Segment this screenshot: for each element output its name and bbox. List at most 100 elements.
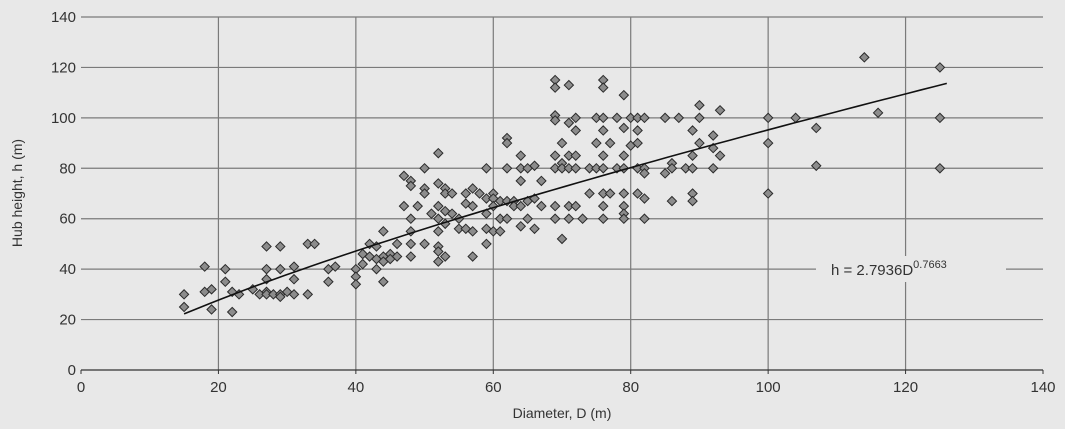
data-point: [206, 284, 217, 295]
data-point: [481, 162, 492, 174]
grid-layer: [81, 16, 1043, 370]
data-point: [597, 213, 609, 225]
data-point: [371, 263, 382, 275]
data-point: [515, 150, 527, 161]
data-point: [460, 188, 472, 199]
data-point: [426, 208, 437, 219]
data-point: [364, 251, 375, 262]
data-point: [556, 137, 568, 149]
data-point: [632, 112, 643, 124]
data-point: [549, 162, 561, 174]
data-point: [597, 188, 609, 199]
data-point: [618, 188, 630, 199]
data-point: [762, 188, 774, 199]
data-point: [591, 137, 602, 149]
data-point: [398, 170, 410, 182]
data-point: [694, 137, 705, 149]
data-point: [549, 82, 561, 93]
data-point: [288, 273, 300, 285]
data-point: [274, 263, 286, 275]
data-point: [577, 213, 588, 225]
data-point: [226, 306, 238, 318]
data-point: [934, 162, 946, 174]
data-point: [694, 99, 705, 111]
x-tick-label: 120: [893, 379, 918, 396]
data-point: [529, 160, 540, 172]
data-point: [687, 150, 698, 161]
data-point: [378, 226, 389, 237]
data-point: [549, 200, 561, 212]
data-point: [261, 289, 272, 300]
x-tick-label: 80: [622, 379, 639, 396]
data-point: [219, 276, 231, 288]
data-point: [632, 125, 643, 136]
data-point: [501, 213, 513, 225]
data-point: [639, 213, 650, 225]
data-point: [460, 198, 472, 209]
data-point: [687, 195, 698, 207]
data-point: [563, 117, 575, 129]
data-point: [494, 226, 506, 237]
data-point: [329, 261, 341, 272]
data-points: [178, 52, 946, 318]
x-tick-label: 20: [210, 379, 227, 396]
data-point: [666, 162, 678, 174]
data-point: [597, 112, 609, 124]
data-point: [467, 251, 478, 262]
x-axis-title: Diameter, D (m): [513, 405, 612, 421]
data-point: [659, 112, 671, 124]
data-point: [584, 188, 595, 199]
data-point: [563, 79, 575, 91]
data-point: [556, 162, 568, 174]
data-point: [563, 150, 575, 161]
data-point: [309, 238, 320, 250]
data-point: [467, 200, 478, 212]
data-point: [618, 150, 630, 161]
data-point: [563, 200, 575, 212]
data-point: [597, 125, 609, 136]
data-point: [639, 193, 650, 204]
y-tick-label: 140: [51, 9, 76, 26]
data-point: [508, 200, 520, 212]
data-point: [433, 213, 444, 225]
data-point: [433, 178, 444, 189]
data-point: [405, 251, 417, 262]
data-point: [872, 107, 884, 119]
data-point: [288, 261, 300, 272]
data-point: [762, 112, 774, 124]
data-point: [460, 223, 472, 235]
data-point: [597, 150, 609, 161]
data-point: [611, 112, 623, 124]
data-point: [673, 112, 685, 124]
data-point: [618, 122, 630, 134]
data-point: [439, 251, 451, 262]
data-point: [474, 188, 485, 199]
data-point: [453, 223, 465, 235]
trendline-equation: h = 2.7936D0.7663: [831, 259, 947, 279]
data-point: [687, 162, 698, 174]
data-point: [288, 289, 300, 300]
data-point: [405, 180, 417, 192]
data-point: [597, 200, 609, 212]
data-point: [481, 223, 492, 235]
data-point: [481, 193, 492, 204]
data-point: [398, 200, 410, 212]
y-tick-label: 60: [59, 211, 76, 228]
data-point: [178, 289, 190, 300]
data-point: [666, 195, 678, 207]
data-point: [446, 208, 458, 219]
data-point: [206, 304, 217, 315]
data-point: [604, 188, 616, 199]
data-point: [584, 162, 595, 174]
data-point: [261, 263, 272, 275]
data-point: [419, 162, 430, 174]
data-point: [419, 238, 430, 250]
data-point: [433, 226, 444, 237]
data-point: [199, 261, 210, 272]
data-point: [604, 137, 616, 149]
data-point: [405, 226, 417, 237]
data-point: [570, 162, 582, 174]
data-point: [391, 238, 403, 250]
